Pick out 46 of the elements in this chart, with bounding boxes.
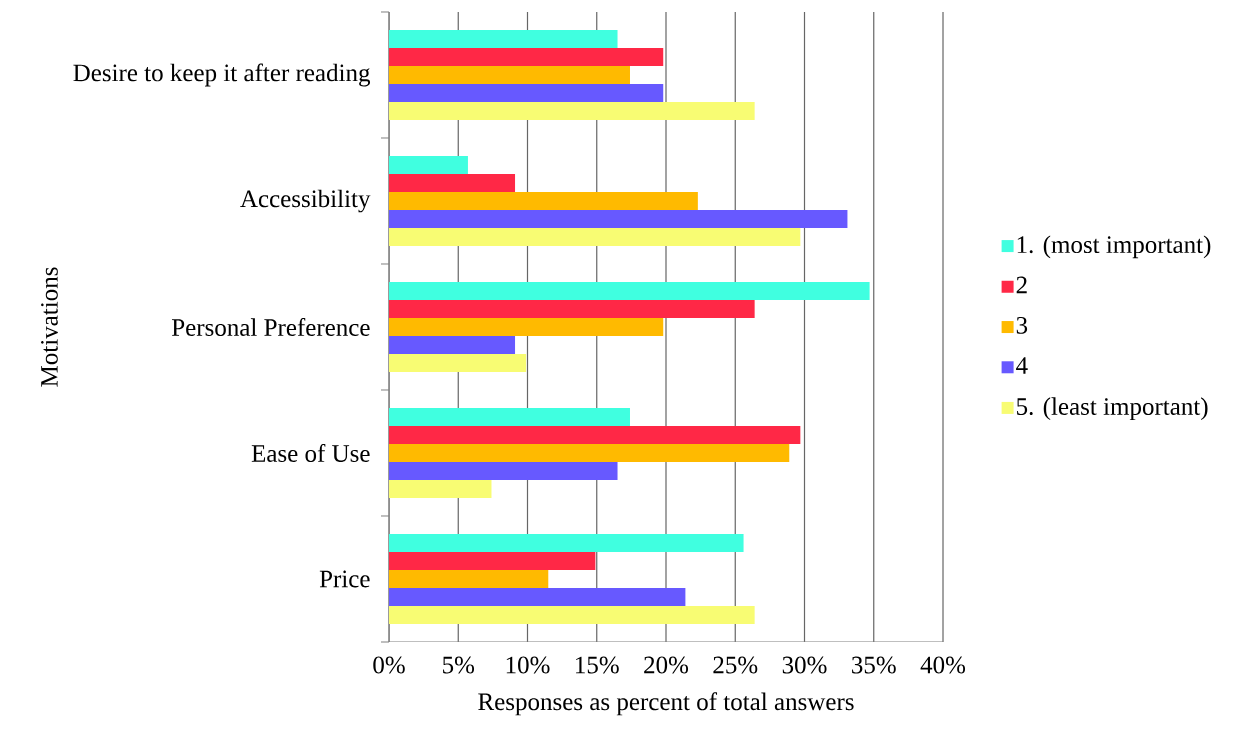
bar	[389, 426, 801, 444]
bar	[389, 155, 468, 174]
bar	[389, 480, 492, 498]
x-tick-label: 5%	[443, 656, 475, 674]
legend-label: 5. (least important)	[1017, 397, 1208, 421]
x-tick-label: 30%	[782, 656, 827, 674]
bar	[389, 227, 801, 246]
bar	[389, 318, 664, 336]
bar	[389, 354, 527, 372]
legend-label: 1. (most important)	[1017, 235, 1211, 259]
x-tick-label: 20%	[644, 656, 689, 674]
y-tick-label: Accessibility	[240, 189, 371, 213]
bar	[389, 191, 698, 210]
bar	[389, 282, 870, 300]
bar	[389, 408, 630, 426]
x-tick-label: 35%	[852, 656, 896, 674]
legend-label: 3	[1016, 316, 1028, 334]
bar	[389, 606, 755, 624]
x-tick-label: 15%	[576, 656, 619, 674]
bar	[389, 47, 664, 66]
x-tick-label: 40%	[920, 656, 966, 674]
y-tick-label: Personal Preference	[171, 318, 370, 336]
legend-label: 2	[1016, 276, 1027, 294]
bar	[389, 65, 630, 84]
bar	[389, 101, 755, 120]
y-tick-label: Price	[319, 570, 370, 588]
bar	[389, 209, 848, 228]
x-axis-title: Responses as percent of total answers	[478, 692, 854, 716]
bar	[389, 83, 664, 102]
legend-label: 4	[1016, 357, 1028, 374]
y-tick-label: Ease of Use	[251, 444, 370, 462]
bar	[389, 534, 744, 552]
bar	[389, 173, 516, 192]
y-tick-label: Desire to keep it after reading	[73, 63, 371, 87]
x-tick-label: 10%	[506, 656, 550, 674]
bar	[389, 444, 790, 462]
bar	[389, 570, 549, 588]
bar	[389, 300, 755, 318]
x-tick-label: 0%	[373, 656, 405, 674]
x-tick-label: 25%	[713, 656, 758, 674]
bar	[389, 29, 618, 48]
bar	[389, 552, 596, 570]
bar	[389, 336, 516, 354]
y-axis-title: Motivations	[41, 267, 58, 387]
bar	[389, 462, 618, 480]
bar	[389, 588, 686, 606]
